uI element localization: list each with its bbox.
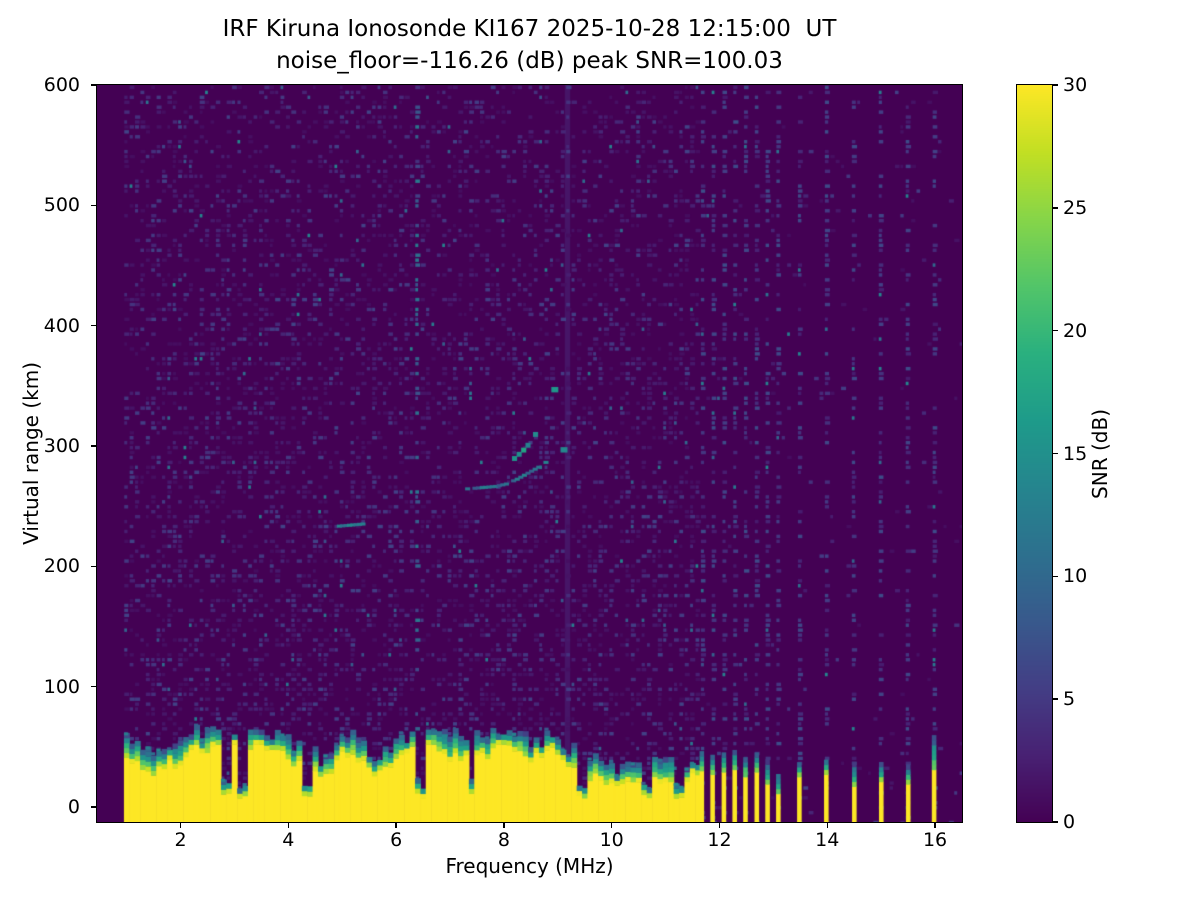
y-tick-label: 500 xyxy=(43,194,80,217)
y-tick-label: 100 xyxy=(43,675,80,698)
y-tick-label: 600 xyxy=(43,74,80,96)
colorbar-tick-mark xyxy=(1053,821,1058,823)
plot-frame xyxy=(96,84,963,823)
colorbar-tick-mark xyxy=(1053,575,1058,578)
y-tick-mark xyxy=(91,806,96,808)
colorbar-frame xyxy=(1016,84,1053,823)
colorbar-tick-label: 25 xyxy=(1063,196,1088,219)
y-tick-label: 200 xyxy=(43,555,80,578)
y-tick-mark xyxy=(91,324,96,327)
colorbar-tick-label: 30 xyxy=(1063,74,1088,96)
colorbar-label-wrap: SNR (dB) xyxy=(1082,85,1118,822)
y-tick-label: 300 xyxy=(43,434,80,457)
colorbar-canvas xyxy=(1017,85,1052,822)
colorbar-tick-label: 5 xyxy=(1063,688,1076,711)
y-tick-mark xyxy=(91,204,96,207)
x-axis-label: Frequency (MHz) xyxy=(445,854,614,878)
x-tick-label: 4 xyxy=(282,829,295,851)
x-tick-mark xyxy=(395,823,397,828)
y-tick-mark xyxy=(91,445,96,447)
y-tick-label: 0 xyxy=(67,795,80,818)
colorbar-tick-mark xyxy=(1053,84,1058,86)
x-tick-label: 14 xyxy=(815,829,840,851)
figure-subtitle: noise_floor=-116.26 (dB) peak SNR=100.03 xyxy=(276,48,783,74)
y-tick-label: 400 xyxy=(43,314,80,337)
y-tick-mark xyxy=(91,685,96,688)
x-tick-mark xyxy=(934,823,936,828)
y-tick-mark xyxy=(91,84,96,86)
x-tick-mark xyxy=(610,823,613,828)
x-tick-mark xyxy=(287,823,290,828)
x-tick-mark xyxy=(718,823,721,828)
colorbar-tick-mark xyxy=(1053,329,1058,332)
figure-title: IRF Kiruna Ionosonde KI167 2025-10-28 12… xyxy=(222,16,837,42)
colorbar-tick-mark xyxy=(1053,698,1058,700)
colorbar-tick-label: 0 xyxy=(1063,811,1076,833)
x-tick-label: 6 xyxy=(390,829,403,851)
x-tick-label: 2 xyxy=(174,829,187,851)
y-tick-mark xyxy=(91,565,96,568)
x-tick-mark xyxy=(179,823,182,828)
x-tick-label: 8 xyxy=(497,829,510,851)
colorbar-label: SNR (dB) xyxy=(1088,408,1112,499)
ionogram-heatmap-canvas xyxy=(97,85,962,822)
colorbar-tick-label: 20 xyxy=(1063,319,1088,342)
colorbar-tick-mark xyxy=(1053,207,1058,209)
x-tick-label: 16 xyxy=(922,829,948,851)
x-tick-mark xyxy=(826,823,828,828)
x-tick-label: 10 xyxy=(599,829,624,851)
colorbar-tick-mark xyxy=(1053,452,1058,455)
x-tick-label: 12 xyxy=(707,829,732,851)
colorbar-tick-label: 10 xyxy=(1063,565,1088,588)
colorbar-tick-label: 15 xyxy=(1063,442,1088,465)
x-tick-mark xyxy=(503,823,505,828)
